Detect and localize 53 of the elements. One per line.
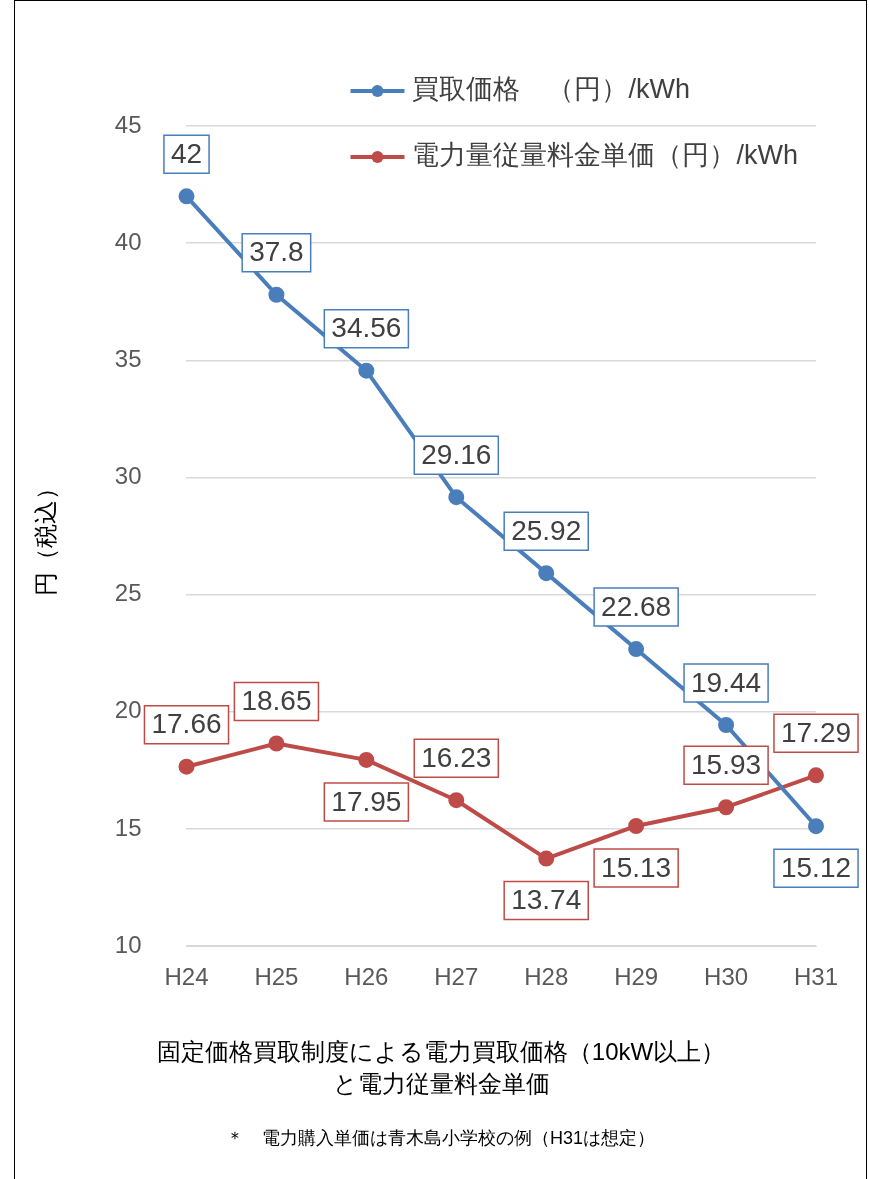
point	[178, 758, 195, 775]
y-tick-label: 40	[114, 227, 142, 255]
point	[538, 565, 555, 582]
point	[358, 362, 375, 379]
x-tick-label: H30	[704, 963, 749, 991]
y-tick-label: 20	[114, 696, 142, 724]
x-tick-label: H29	[614, 963, 659, 991]
x-tick-label: H27	[434, 963, 479, 991]
data-label: 25.92	[511, 514, 582, 546]
data-label: 13.74	[511, 884, 582, 916]
data-label: 17.66	[151, 708, 222, 740]
y-tick-label: 10	[114, 930, 142, 958]
point	[718, 799, 735, 816]
data-label: 34.56	[331, 312, 402, 344]
point	[628, 641, 645, 658]
data-label: 18.65	[241, 685, 312, 717]
y-axis-title: 円（税込）	[32, 476, 60, 597]
data-label: 42	[170, 138, 203, 170]
x-tick-label: H26	[344, 963, 389, 991]
text: 固定価格買取制度による電力買取価格（10kW以上）と電力従量料金単価	[155, 1037, 727, 1099]
data-label: 15.13	[601, 851, 672, 883]
data-label: 15.12	[780, 851, 852, 883]
y-tick-label: 35	[114, 344, 142, 372]
y-tick-label: 15	[114, 813, 142, 841]
point	[448, 489, 465, 506]
point	[268, 735, 285, 752]
x-tick-label: H25	[254, 963, 299, 991]
point	[268, 286, 285, 303]
legend-label: 買取価格 （円）/kWh	[412, 74, 691, 105]
point	[178, 188, 195, 205]
x-tick-label: H31	[793, 963, 839, 991]
data-label: 22.68	[601, 590, 672, 622]
text: ＊ 電力購入単価は青木島小学校の例（H31は想定）	[225, 1127, 656, 1150]
data-label: 16.23	[421, 741, 492, 773]
point	[358, 751, 375, 768]
data-label: 15.93	[691, 748, 762, 780]
x-tick-label: H24	[164, 963, 209, 991]
y-tick-label: 45	[114, 110, 142, 138]
x-tick-label: H28	[524, 963, 569, 991]
data-label: 37.8	[249, 236, 304, 268]
data-label: 19.44	[691, 666, 762, 698]
y-tick-label: 30	[114, 462, 142, 490]
point	[628, 817, 645, 834]
point	[538, 850, 555, 867]
point	[808, 767, 824, 784]
y-tick-label: 25	[114, 579, 142, 607]
point	[718, 716, 735, 733]
point	[448, 792, 465, 809]
data-label: 29.16	[421, 438, 492, 470]
data-label: 17.29	[780, 717, 852, 749]
point	[808, 818, 824, 835]
data-label: 17.95	[331, 785, 402, 817]
legend-label: 電力量従量料金単価（円）/kWh	[412, 140, 799, 171]
